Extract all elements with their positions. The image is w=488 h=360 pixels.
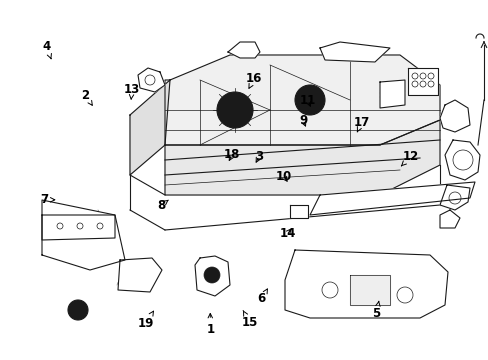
Text: 2: 2 [81, 89, 92, 105]
Polygon shape [227, 42, 260, 58]
Circle shape [203, 267, 220, 283]
Text: 8: 8 [157, 199, 168, 212]
Text: 19: 19 [137, 311, 154, 330]
Text: 13: 13 [123, 83, 140, 99]
Polygon shape [379, 80, 404, 108]
Polygon shape [42, 200, 125, 270]
Text: 7: 7 [40, 193, 55, 206]
Polygon shape [164, 120, 439, 195]
Text: 14: 14 [279, 227, 295, 240]
Text: 11: 11 [299, 94, 316, 107]
Polygon shape [118, 258, 162, 292]
Polygon shape [439, 185, 469, 210]
Polygon shape [444, 140, 479, 180]
Text: 12: 12 [401, 150, 418, 166]
Text: 9: 9 [299, 114, 306, 127]
Text: 18: 18 [224, 148, 240, 161]
Polygon shape [309, 182, 474, 215]
Text: 4: 4 [42, 40, 51, 59]
Polygon shape [164, 55, 439, 145]
Polygon shape [439, 100, 469, 132]
Polygon shape [285, 250, 447, 318]
Text: 5: 5 [372, 301, 380, 320]
Text: 15: 15 [241, 310, 257, 329]
Polygon shape [130, 80, 170, 175]
Text: 17: 17 [353, 116, 369, 132]
Polygon shape [138, 68, 164, 92]
Polygon shape [349, 275, 389, 305]
Circle shape [217, 92, 252, 128]
Polygon shape [195, 256, 229, 296]
Text: 6: 6 [257, 289, 267, 305]
Polygon shape [289, 205, 307, 218]
Text: 1: 1 [206, 314, 214, 336]
Polygon shape [42, 215, 115, 240]
Circle shape [294, 85, 325, 115]
Text: 16: 16 [245, 72, 262, 88]
Text: 3: 3 [255, 150, 263, 163]
Polygon shape [407, 68, 437, 95]
Text: 10: 10 [275, 170, 291, 183]
Polygon shape [439, 210, 459, 228]
Circle shape [68, 300, 88, 320]
Polygon shape [319, 42, 389, 62]
